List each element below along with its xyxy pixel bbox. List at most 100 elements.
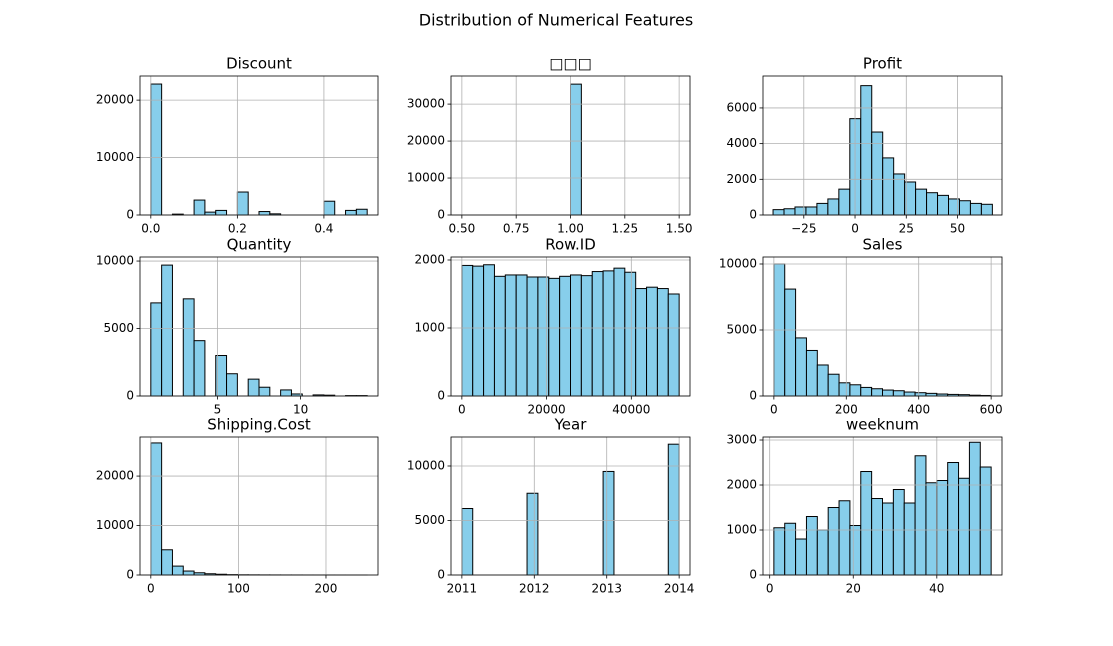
- y-tick-label: 6000: [726, 100, 757, 114]
- subplot: 5 10 0 5000 10000 Quantity: [96, 236, 379, 417]
- bar: [816, 529, 829, 576]
- bar: [849, 525, 862, 576]
- bar: [570, 274, 582, 397]
- y-tick-label: 0: [749, 568, 757, 582]
- bar: [461, 508, 474, 576]
- y-tick-label: 5000: [726, 322, 757, 336]
- x-tick-label: 200: [835, 403, 858, 417]
- y-tick-label: 10000: [96, 254, 134, 268]
- bar: [871, 131, 884, 216]
- bar: [980, 203, 993, 216]
- x-tick-label: 2014: [664, 582, 695, 596]
- subplot: 0 200 400 600 0 5000 10000 Sales: [719, 236, 1003, 417]
- x-tick-label: 0.0: [141, 222, 160, 236]
- y-tick-label: 30000: [407, 97, 445, 111]
- bar: [461, 264, 474, 397]
- x-tick-label: 600: [980, 403, 1003, 417]
- bar: [926, 192, 939, 216]
- x-tick-label: 40: [929, 582, 944, 596]
- y-tick-label: 0: [749, 208, 757, 222]
- x-tick-label: 0.75: [503, 222, 530, 236]
- bar: [258, 211, 271, 216]
- x-tick-label: 200: [315, 582, 338, 596]
- x-tick-label: 100: [227, 582, 250, 596]
- subplot-title: Row.ID: [545, 236, 596, 254]
- bar: [515, 274, 528, 397]
- bar: [602, 470, 615, 576]
- x-tick-label: 0: [147, 582, 155, 596]
- bar: [892, 489, 905, 576]
- x-tick-label: 2012: [519, 582, 550, 596]
- x-tick-label: 1.25: [611, 222, 638, 236]
- bar: [204, 211, 217, 216]
- y-tick-label: 20000: [407, 134, 445, 148]
- bar: [860, 85, 873, 216]
- y-tick-label: 2000: [726, 478, 757, 492]
- bar: [493, 275, 506, 397]
- bar: [827, 507, 840, 576]
- y-tick-label: 1000: [726, 523, 757, 537]
- bar: [969, 202, 982, 216]
- bar: [483, 264, 495, 397]
- y-tick-label: 1000: [414, 320, 445, 334]
- bar: [838, 188, 851, 216]
- x-tick-label: 0.50: [449, 222, 476, 236]
- x-tick-label: 1.00: [557, 222, 584, 236]
- bar: [958, 477, 970, 576]
- bar: [193, 199, 206, 216]
- bar: [161, 264, 173, 397]
- y-tick-label: 20000: [96, 93, 134, 107]
- bar: [893, 173, 906, 216]
- x-tick-label: −25: [791, 222, 816, 236]
- bar: [903, 391, 916, 397]
- bar: [915, 188, 928, 216]
- axes-frame: [762, 436, 1003, 576]
- subplot-title: Shipping.Cost: [207, 416, 311, 434]
- y-tick-label: 2000: [414, 252, 445, 266]
- bar: [472, 265, 485, 397]
- bar: [805, 349, 818, 397]
- bar: [602, 270, 615, 397]
- y-tick-label: 0: [749, 389, 757, 403]
- y-tick-label: 0: [126, 568, 134, 582]
- bar: [193, 340, 206, 397]
- bar: [646, 286, 658, 397]
- bar: [635, 288, 648, 397]
- x-tick-label: 25: [899, 222, 914, 236]
- y-tick-label: 2000: [726, 172, 757, 186]
- x-tick-label: 20: [846, 582, 861, 596]
- bar: [171, 565, 184, 576]
- bar: [182, 298, 195, 397]
- subplot-title: Discount: [226, 55, 292, 73]
- bar: [667, 443, 680, 576]
- bar: [773, 527, 786, 576]
- bar: [871, 388, 883, 397]
- bar: [816, 202, 829, 216]
- bar: [150, 302, 163, 397]
- axes-frame: [450, 436, 691, 576]
- bar: [280, 389, 292, 397]
- bar: [559, 275, 571, 397]
- y-tick-label: 10000: [96, 150, 134, 164]
- x-tick-label: 0: [770, 403, 778, 417]
- x-tick-label: 2013: [591, 582, 622, 596]
- y-tick-label: 10000: [96, 518, 134, 532]
- subplot-title: Year: [554, 416, 588, 434]
- bar: [226, 373, 238, 397]
- bar: [958, 200, 971, 216]
- x-tick-label: 50: [950, 222, 965, 236]
- y-tick-label: 0: [437, 389, 445, 403]
- bar: [355, 208, 368, 216]
- bar: [947, 462, 960, 576]
- bar: [816, 364, 829, 397]
- bar: [580, 275, 593, 397]
- subplot-title: weeknum: [846, 416, 919, 434]
- bar: [794, 206, 807, 216]
- axes-frame: [762, 256, 1003, 397]
- axes-frame: [139, 75, 379, 216]
- bar: [150, 442, 163, 576]
- axes-frame: [139, 256, 379, 397]
- x-tick-label: 2011: [447, 582, 478, 596]
- bar: [258, 386, 271, 397]
- bar: [345, 209, 357, 216]
